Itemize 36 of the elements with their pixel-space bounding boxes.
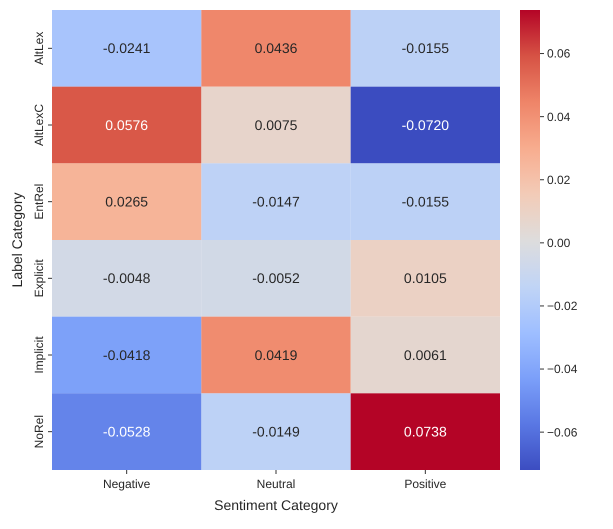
- color-bar-label: 0.02: [547, 172, 571, 187]
- x-tick-label: Positive: [404, 477, 447, 491]
- y-tick-label: Implicit: [32, 336, 46, 374]
- y-tick-label: EntRel: [32, 184, 46, 220]
- data-label: 0.0265: [105, 194, 148, 210]
- x-tick-label: Neutral: [256, 477, 296, 491]
- data-label: -0.0048: [102, 270, 151, 286]
- y-tick-label: AltLexC: [32, 104, 46, 146]
- color-bar-label: −0.04: [547, 362, 578, 376]
- data-label: 0.0436: [254, 40, 298, 56]
- y-tick-label: AltLex: [32, 32, 46, 66]
- color-bar-label: 0.04: [547, 110, 571, 124]
- color-bar-label: 0.00: [547, 236, 571, 250]
- color-bar-label: 0.06: [547, 46, 571, 61]
- y-axis-title: Label Category: [9, 192, 25, 288]
- x-axis-title: Sentiment Category: [214, 497, 338, 513]
- data-label: 0.0075: [254, 116, 298, 133]
- data-label: 0.0576: [105, 116, 148, 133]
- data-label: 0.0419: [254, 346, 298, 363]
- y-tick-label: NoRel: [32, 414, 46, 448]
- data-label: 0.0061: [404, 346, 447, 363]
- color-bar-label: −0.02: [547, 299, 578, 314]
- color-bar-label: −0.06: [547, 425, 578, 440]
- data-label: -0.0052: [252, 270, 300, 286]
- x-tick-label: Negative: [102, 477, 151, 491]
- data-label: -0.0155: [402, 40, 450, 56]
- data-label: 0.0738: [404, 424, 447, 440]
- data-label: -0.0241: [102, 40, 151, 56]
- data-label: -0.0418: [102, 346, 151, 363]
- y-tick-label: Explicit: [32, 258, 46, 298]
- data-label: -0.0147: [252, 194, 300, 210]
- data-label: -0.0149: [252, 424, 300, 440]
- data-label: -0.0720: [402, 116, 450, 133]
- data-label: 0.0105: [404, 270, 447, 286]
- data-label: -0.0155: [402, 194, 450, 210]
- data-label: -0.0528: [102, 424, 151, 440]
